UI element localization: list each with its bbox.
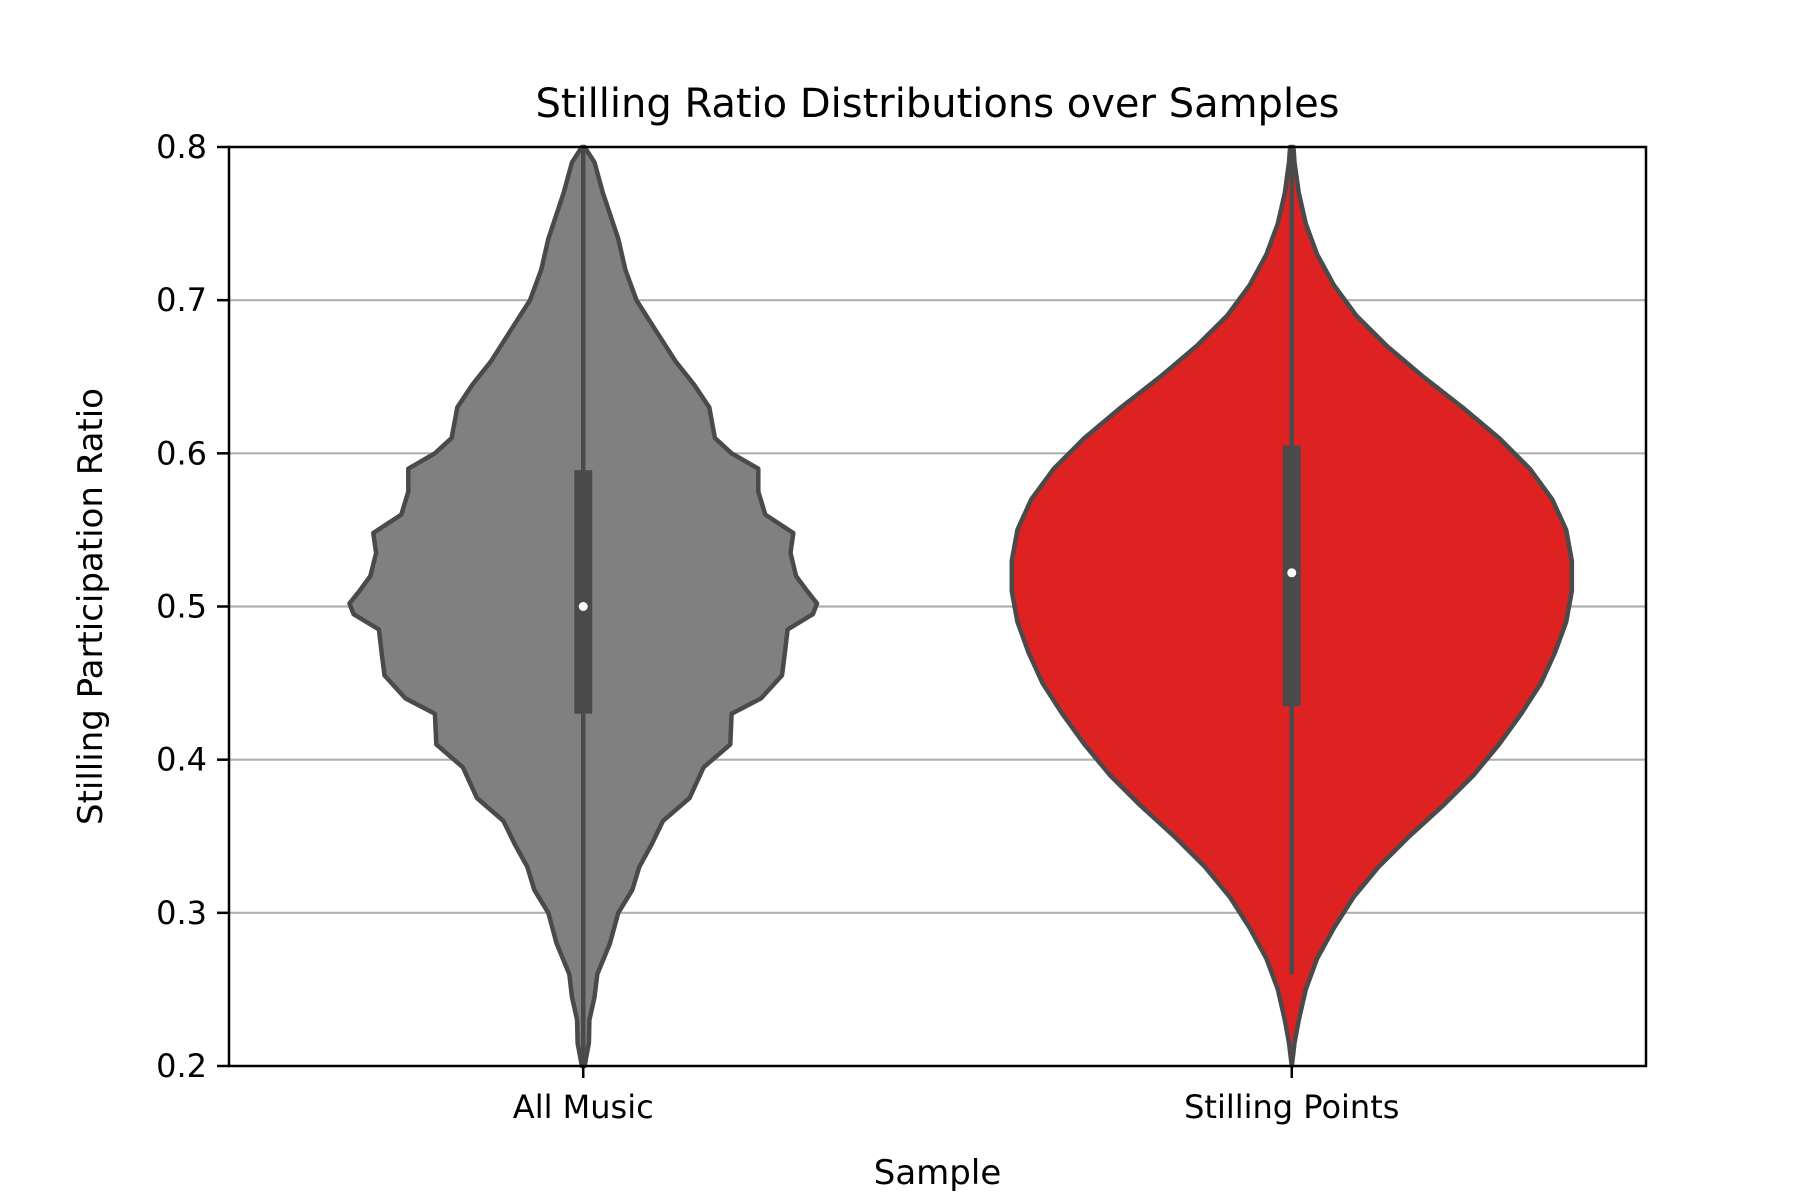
- x-tick-label: Stilling Points: [1184, 1088, 1399, 1126]
- violin-median-point: [578, 602, 588, 611]
- y-tick-label: 0.3: [156, 894, 207, 932]
- x-axis-label: Sample: [874, 1153, 1001, 1193]
- y-tick-label: 0.6: [156, 434, 207, 472]
- y-tick-label: 0.8: [156, 128, 207, 166]
- y-tick-label: 0.2: [156, 1047, 207, 1085]
- y-tick-label: 0.5: [156, 588, 207, 626]
- y-axis-label: Stilling Participation Ratio: [71, 388, 111, 825]
- violin-iqr-box: [574, 470, 593, 714]
- y-tick-label: 0.4: [156, 741, 207, 779]
- violin-median-point: [1287, 568, 1297, 578]
- chart-title: Stilling Ratio Distributions over Sample…: [535, 81, 1339, 127]
- x-axis: All Music Stilling Points: [513, 1066, 1399, 1126]
- y-axis: 0.2 0.3 0.4 0.5 0.6 0.7 0.8: [156, 128, 229, 1085]
- violin-layer: [347, 144, 1575, 1069]
- x-tick-label: All Music: [513, 1088, 654, 1126]
- y-tick-label: 0.7: [156, 281, 207, 319]
